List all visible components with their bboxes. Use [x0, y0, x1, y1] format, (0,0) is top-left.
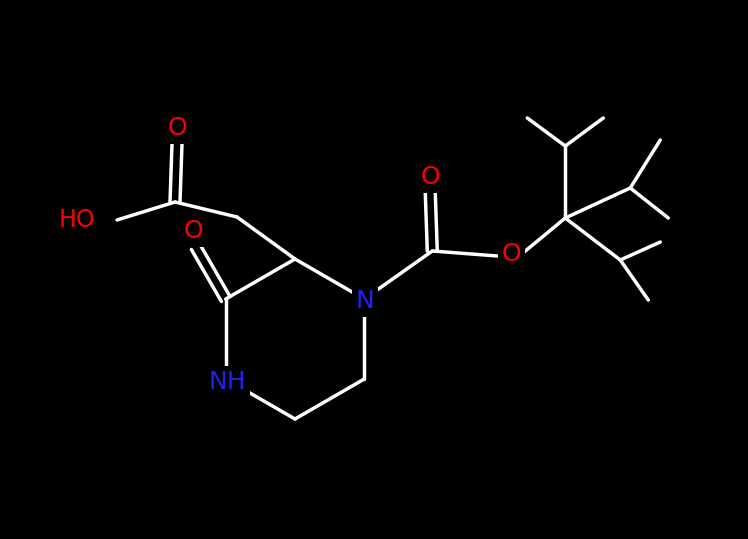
Text: NH: NH [209, 370, 247, 394]
Text: N: N [356, 289, 375, 313]
Text: HO: HO [58, 208, 95, 232]
Text: O: O [501, 242, 521, 266]
Text: O: O [420, 165, 440, 189]
Text: O: O [184, 219, 203, 243]
Text: O: O [168, 116, 187, 140]
